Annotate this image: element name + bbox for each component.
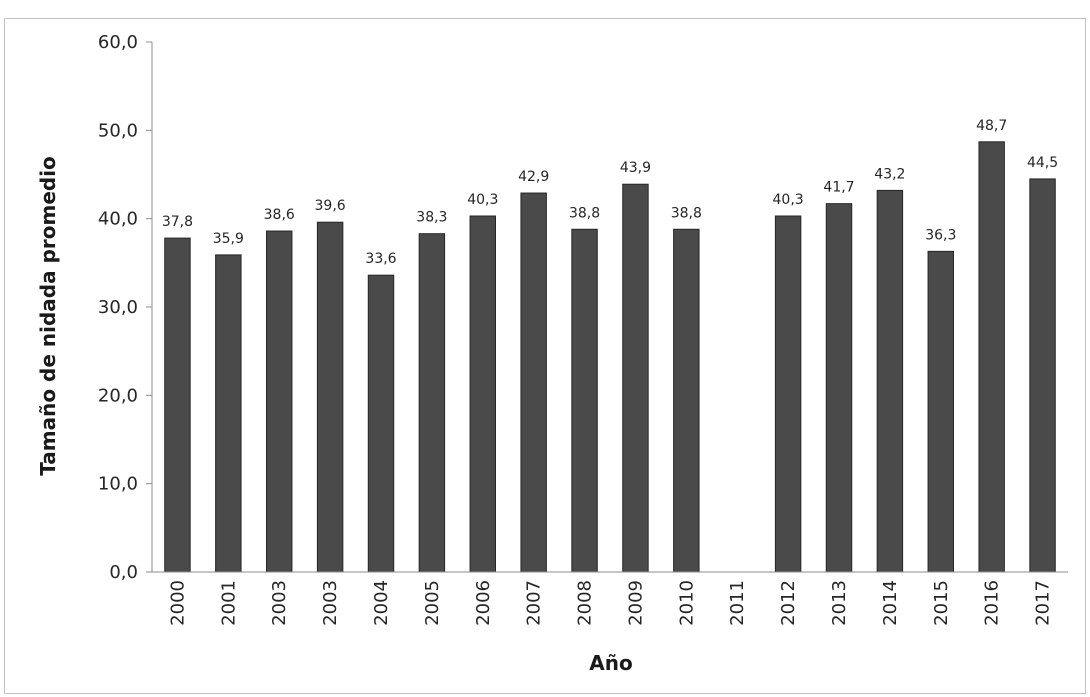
bar xyxy=(316,221,344,573)
data-label: 38,3 xyxy=(416,210,447,226)
data-label: 40,3 xyxy=(773,192,804,208)
x-tick-label: 2004 xyxy=(371,580,392,626)
bar xyxy=(978,141,1005,573)
bar xyxy=(418,233,446,573)
x-tick-label: 2013 xyxy=(829,580,850,626)
data-label: 43,9 xyxy=(620,160,651,176)
x-tick-label: 2014 xyxy=(880,580,901,626)
data-label: 44,5 xyxy=(1027,155,1058,171)
bar xyxy=(622,183,649,573)
x-tick-label: 2003 xyxy=(320,580,341,626)
y-tick-label: 60,0 xyxy=(98,32,138,53)
y-tick-label: 0,0 xyxy=(109,562,138,583)
bar xyxy=(469,215,496,573)
x-tick-label: 2000 xyxy=(167,580,188,626)
x-tick-label: 2015 xyxy=(931,580,952,626)
x-tick-label: 2011 xyxy=(727,580,748,626)
x-tick-label: 2017 xyxy=(1033,580,1054,626)
bar xyxy=(571,228,598,573)
bar xyxy=(1029,178,1056,573)
x-tick-label: 2009 xyxy=(625,580,646,626)
y-tick-label: 40,0 xyxy=(98,209,138,230)
data-label: 42,9 xyxy=(518,169,549,185)
x-tick-label: 2010 xyxy=(676,580,697,626)
bar xyxy=(876,189,904,573)
x-tick-label: 2005 xyxy=(422,580,443,626)
y-axis-title: Tamaño de nidada promedio xyxy=(36,156,60,476)
x-tick-label: 2006 xyxy=(473,580,494,626)
bar xyxy=(927,250,954,573)
y-axis: 0,0 10,0 20,0 30,0 40,0 50,0 60,0 xyxy=(98,32,153,583)
bar xyxy=(774,215,802,573)
y-tick-label: 20,0 xyxy=(98,385,138,406)
data-label: 38,6 xyxy=(264,207,295,223)
data-label: 33,6 xyxy=(365,251,396,267)
bar xyxy=(367,274,395,573)
y-tick-label: 30,0 xyxy=(98,297,138,318)
data-label: 38,8 xyxy=(569,205,600,221)
data-label: 41,7 xyxy=(823,180,854,196)
bar xyxy=(164,237,191,573)
data-label: 35,9 xyxy=(213,231,244,247)
data-label: 37,8 xyxy=(162,214,193,230)
bar xyxy=(825,203,853,573)
data-label: 48,7 xyxy=(976,118,1007,134)
y-tick-label: 10,0 xyxy=(98,474,138,495)
bar xyxy=(520,192,547,573)
data-label: 43,2 xyxy=(874,166,905,182)
x-tick-label: 2001 xyxy=(218,580,239,626)
x-tick-label: 2008 xyxy=(575,580,596,626)
x-tick-label: 2007 xyxy=(524,580,545,626)
x-axis: 2000 2001 2003 2003 2004 2005 2006 2007 2008 2009… xyxy=(152,571,1068,626)
data-label: 39,6 xyxy=(315,198,346,214)
bar xyxy=(266,230,293,573)
data-label: 36,3 xyxy=(925,227,956,243)
y-tick-label: 50,0 xyxy=(98,120,138,141)
x-tick-label: 2003 xyxy=(269,580,290,626)
x-axis-title: Año xyxy=(589,651,632,675)
bar xyxy=(673,228,700,573)
bars xyxy=(164,141,1056,573)
x-tick-label: 2012 xyxy=(778,580,799,626)
bar xyxy=(215,254,242,573)
x-tick-label: 2016 xyxy=(982,580,1003,626)
data-label: 38,8 xyxy=(671,205,702,221)
data-label: 40,3 xyxy=(467,192,498,208)
data-labels: 37,8 35,9 38,6 39,6 33,6 38,3 40,3 42,9 38,8 43,9… xyxy=(162,118,1058,267)
